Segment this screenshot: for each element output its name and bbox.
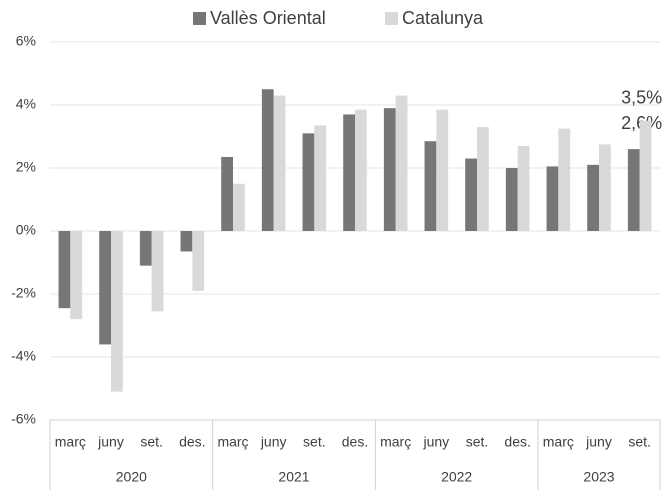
x-tick-label: des.: [179, 434, 205, 450]
bar: [70, 231, 83, 320]
group-label: 2022: [441, 469, 472, 485]
y-tick-label: 6%: [16, 33, 36, 49]
group-label: 2023: [583, 469, 614, 485]
x-tick-label: març: [543, 434, 574, 450]
x-tick-label: des.: [504, 434, 530, 450]
bar: [627, 149, 640, 231]
data-label: 3,5%: [621, 88, 662, 108]
bar: [273, 95, 286, 231]
legend-swatch: [193, 12, 206, 25]
x-tick-label: juny: [260, 434, 287, 450]
bar: [99, 231, 111, 345]
legend-label: Catalunya: [402, 8, 484, 28]
bar: [302, 133, 315, 231]
bar: [355, 109, 367, 231]
x-tick-label: des.: [342, 434, 368, 450]
group-label: 2021: [278, 469, 309, 485]
bar: [233, 183, 245, 231]
y-tick-label: -6%: [11, 411, 36, 427]
legend-swatch: [385, 12, 398, 25]
bar: [436, 109, 449, 231]
bar: [221, 156, 233, 231]
y-tick-label: 2%: [16, 159, 36, 175]
bar: [139, 231, 152, 266]
legend-label: Vallès Oriental: [210, 8, 326, 28]
y-tick-label: -2%: [11, 285, 36, 301]
x-tick-label: juny: [585, 434, 612, 450]
x-tick-label: març: [55, 434, 86, 450]
bar: [343, 114, 355, 231]
y-tick-label: -4%: [11, 348, 36, 364]
x-tick-label: juny: [422, 434, 449, 450]
x-tick-label: març: [380, 434, 411, 450]
y-tick-label: 0%: [16, 222, 36, 238]
bar: [505, 168, 518, 231]
bar: [517, 145, 530, 231]
bar: [261, 89, 274, 231]
x-tick-label: set.: [140, 434, 163, 450]
bar: [424, 141, 437, 231]
group-label: 2020: [116, 469, 147, 485]
x-tick-label: set.: [303, 434, 326, 450]
bar: [58, 231, 71, 309]
bar: [180, 231, 193, 252]
bar: [546, 166, 559, 231]
x-tick-label: set.: [628, 434, 651, 450]
x-tick-label: març: [217, 434, 248, 450]
y-tick-label: 4%: [16, 96, 36, 112]
bar: [587, 164, 599, 231]
bar: [395, 95, 408, 231]
bar: [639, 120, 652, 231]
bar: [383, 108, 396, 231]
bar: [111, 231, 123, 392]
bar: [192, 231, 205, 291]
bar: [151, 231, 164, 312]
bar: [477, 127, 489, 231]
bar: [465, 158, 477, 231]
bar: [314, 125, 327, 231]
bar: [599, 144, 611, 231]
bar: [558, 128, 571, 231]
x-tick-label: juny: [97, 434, 124, 450]
x-tick-label: set.: [466, 434, 489, 450]
